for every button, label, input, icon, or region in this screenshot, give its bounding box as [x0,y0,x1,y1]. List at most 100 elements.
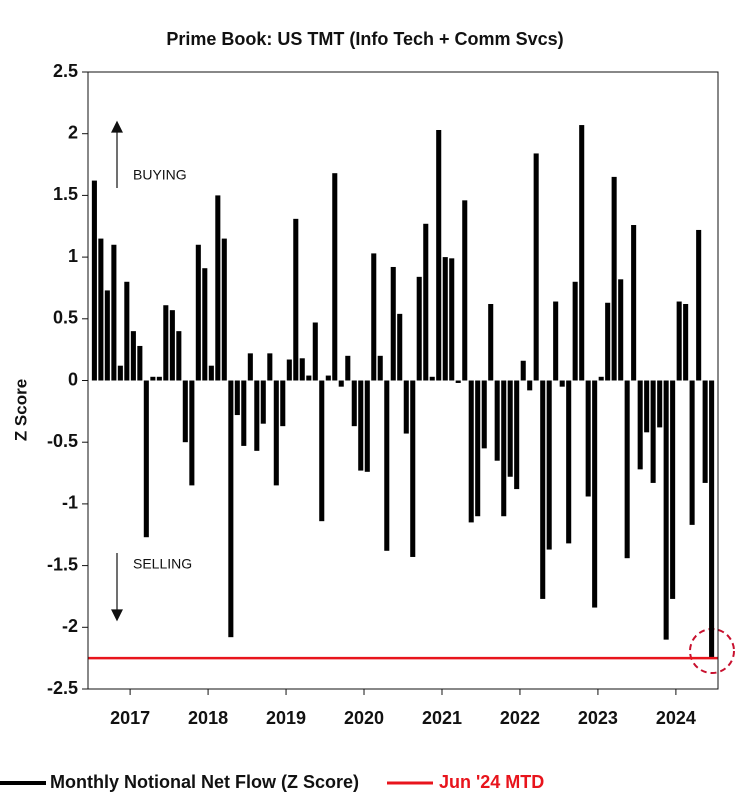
bar [657,380,663,428]
bar [111,244,117,381]
bar [540,380,546,599]
bar [416,276,422,381]
bar [137,345,143,381]
bar [637,380,643,470]
bar [234,380,240,416]
bar [455,380,461,383]
bar [221,238,227,381]
bar [345,355,351,381]
chart-title: Prime Book: US TMT (Info Tech + Comm Svc… [166,29,563,49]
bar [481,380,487,449]
bar [598,376,604,381]
bar [202,268,208,381]
x-tick-label: 2019 [266,708,306,728]
bar [176,331,182,381]
bar [319,380,325,522]
bar [423,223,429,381]
bar [514,380,520,490]
bar [169,310,175,381]
bar [676,301,682,381]
bar [312,322,318,381]
y-tick-label: -2 [62,616,78,636]
bar [358,380,364,471]
bar [306,375,312,381]
bar [390,266,396,381]
bar [670,380,676,599]
y-tick-label: -1.5 [47,554,78,574]
plot-frame [87,71,719,690]
bar [117,365,123,381]
bar [299,358,305,381]
y-tick-label: 2.5 [53,61,78,81]
bar [689,380,695,525]
bar [397,313,403,381]
bar [475,380,481,517]
annotation: SELLING [133,556,192,572]
bar [611,176,617,381]
x-tick-label: 2024 [656,708,696,728]
bar [208,365,214,381]
y-axis-label: Z Score [11,379,30,441]
bar [241,380,247,446]
bar [260,380,266,424]
arrow-head [111,609,123,622]
bar [332,173,338,381]
bar [364,380,370,472]
bar [280,380,286,427]
bar [442,257,448,381]
bar [605,302,611,381]
bar [644,380,650,433]
bar [247,353,253,381]
bar [709,380,715,659]
bar [618,279,624,381]
y-tick-label: -1 [62,493,78,513]
bar [273,380,279,486]
bar [702,380,708,483]
x-tick-label: 2023 [578,708,618,728]
y-tick-label: -0.5 [47,431,78,451]
bar [683,303,689,381]
bar [501,380,507,517]
bar [189,380,195,486]
bar [143,380,149,538]
bar [91,180,97,381]
bar [338,380,344,387]
bar [286,359,292,381]
bar [566,380,572,544]
bar [384,380,390,551]
bar [377,355,383,381]
bar [254,380,260,451]
bar [228,380,234,638]
bar [696,229,702,381]
bar [585,380,591,497]
legend-label: Monthly Notional Net Flow (Z Score) [50,772,359,792]
y-tick-label: 2 [68,122,78,142]
bar [507,380,513,477]
bar [124,281,130,381]
bar [195,244,201,381]
bar [650,380,656,483]
x-tick-label: 2022 [500,708,540,728]
bar [527,380,533,391]
bar [436,129,442,381]
bar [325,375,331,381]
bar [150,376,156,381]
bar [468,380,474,523]
bar [488,303,494,381]
bar [215,195,221,381]
bar [98,238,104,381]
bar [156,376,162,381]
bar [403,380,409,434]
bar [520,360,526,381]
y-tick-label: 1 [68,246,78,266]
bar [104,290,110,381]
bar [592,380,598,608]
bar [663,380,669,640]
bar [559,380,565,387]
bar [429,376,435,381]
x-tick-label: 2018 [188,708,228,728]
bar [572,281,578,381]
y-tick-label: -2.5 [47,678,78,698]
x-tick-label: 2020 [344,708,384,728]
